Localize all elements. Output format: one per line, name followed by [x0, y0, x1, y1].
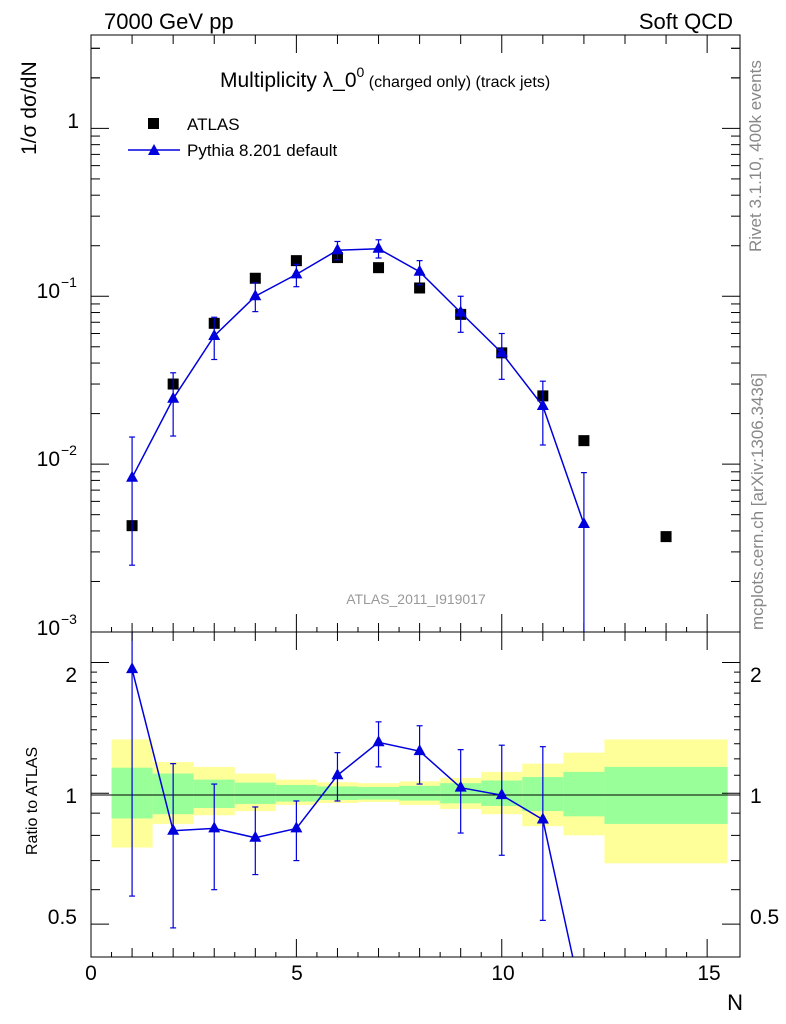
atlas-data-point [373, 262, 385, 274]
ratio-y-tick-label-2: 2 [65, 664, 77, 687]
x-axis-label: N [727, 990, 743, 1015]
legend-marker-pythia [148, 144, 160, 155]
main-x-axis-ticks [90, 35, 708, 632]
main-y-tick-label-10-base-b: 10 [37, 448, 60, 471]
main-y-axis-label: 1/σ dσ/dN [18, 61, 41, 155]
pythia-data-point [290, 267, 303, 279]
ratio-x-axis-ticks [90, 632, 708, 957]
legend-label-pythia: Pythia 8.201 default [187, 141, 338, 160]
ratio-panel-frame [90, 631, 741, 958]
side-text-bottom: mcplots.cern.ch [arXiv:1306.3436] [748, 373, 767, 630]
atlas-data-point [290, 255, 302, 267]
ratio-band-inner [234, 782, 276, 804]
atlas-data-point [660, 531, 672, 543]
main-title: Multiplicity λ_00 (charged only) (track … [220, 64, 550, 92]
atlas-data-point [578, 435, 590, 447]
ratio-band-inner [357, 786, 400, 800]
x-tick-label-0: 0 [85, 962, 97, 985]
pythia-data-point [372, 241, 385, 253]
header-right: Soft QCD [639, 9, 733, 34]
atlas-data-point [414, 282, 426, 294]
x-tick-label-5: 5 [291, 962, 303, 985]
ratio-y-tick-label-0.5-right: 0.5 [750, 906, 779, 929]
ratio-data-point [208, 821, 221, 833]
ratio-band-inner [399, 785, 441, 801]
main-y-tick-label-exp-b: −2 [61, 442, 77, 458]
pythia-data-point [126, 470, 139, 482]
legend: ATLAS Pythia 8.201 default [128, 115, 338, 160]
ratio-data-point [290, 821, 303, 833]
atlas-data-point [249, 272, 261, 284]
header-left: 7000 GeV pp [104, 9, 234, 34]
main-y-tick-label-exp-c: −3 [61, 611, 77, 627]
ratio-data-point [167, 823, 180, 835]
ratio-y-axis-ticks [91, 661, 740, 925]
ratio-band-inner [563, 771, 605, 817]
main-title-sup: 0 [357, 64, 365, 80]
ratio-y-tick-label-1-right: 1 [750, 785, 762, 808]
ratio-y-tick-label-1: 1 [65, 785, 77, 808]
main-title-suffix: (charged only) (track jets) [364, 74, 550, 91]
ratio-data-point [454, 780, 467, 792]
legend-marker-atlas [148, 118, 159, 129]
ratio-y-tick-label-0.5: 0.5 [48, 906, 77, 929]
main-y-tick-label-1: 1 [67, 110, 79, 133]
ratio-line [131, 668, 574, 958]
pythia-line [131, 247, 585, 525]
ratio-band-inner [275, 784, 317, 802]
x-tick-label-10: 10 [491, 962, 514, 985]
pythia-data-point [495, 345, 508, 357]
pythia-data-point [413, 264, 426, 276]
ratio-panel: 2 1 0.5 2 1 0.5 Ratio to ATLAS 0 5 10 15… [24, 631, 779, 1015]
main-y-axis-ticks [91, 47, 740, 633]
ratio-data-point [331, 768, 344, 780]
pythia-data-point [536, 398, 549, 410]
pythia-data-point [454, 305, 467, 317]
main-y-tick-label-10-base-a: 10 [37, 280, 60, 303]
main-y-tick-label-10-base-c: 10 [37, 617, 60, 640]
side-text-top: Rivet 3.1.10, 400k events [746, 60, 765, 252]
ratio-data-point [126, 662, 139, 674]
main-y-tick-label-exp-a: −1 [61, 274, 77, 290]
ratio-data-point [372, 735, 385, 747]
ratio-data-point [249, 830, 262, 842]
legend-label-atlas: ATLAS [187, 115, 240, 134]
pythia-data-point [208, 328, 221, 340]
pythia-data-point [577, 516, 590, 528]
pythia-data-point [167, 391, 180, 403]
pythia-data-point [331, 243, 344, 255]
ratio-y-tick-label-2-right: 2 [750, 664, 762, 687]
ratio-data-point [413, 744, 426, 756]
analysis-watermark: ATLAS_2011_I919017 [346, 591, 486, 607]
main-title-main: Multiplicity λ_0 [220, 69, 357, 92]
pythia-data-point [249, 289, 262, 301]
ratio-data-point [495, 788, 508, 800]
main-panel: 1 10 −1 10 −2 10 −3 1/σ dσ/dN Multiplici… [18, 34, 741, 640]
main-data-layer [126, 239, 672, 632]
x-tick-label-15: 15 [697, 962, 720, 985]
ratio-data-point [536, 812, 549, 824]
ratio-y-axis-label: Ratio to ATLAS [24, 747, 41, 855]
ratio-data-layer [126, 632, 574, 958]
